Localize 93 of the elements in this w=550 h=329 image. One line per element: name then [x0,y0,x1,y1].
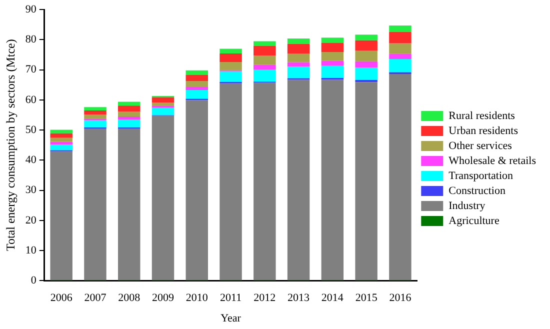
legend-label: Agriculture [448,214,500,227]
bar [321,66,344,78]
y-tick-label: 10 [25,244,37,256]
bar [355,40,378,51]
bar [152,116,174,280]
x-tick-label: 2007 [84,292,107,304]
bar [50,142,72,145]
bar [220,54,242,62]
bar [186,90,208,99]
bar [254,70,276,82]
bar [186,100,208,280]
bar [220,71,242,82]
x-tick-label: 2011 [220,292,242,304]
y-tick-label: 50 [25,124,37,136]
bar [220,62,242,70]
bar [287,38,310,44]
bar [254,46,276,56]
bar [220,83,242,280]
y-tick-label: 0 [30,274,37,286]
bar [389,54,412,59]
legend-label: Construction [448,184,506,197]
y-tick-label: 40 [25,154,37,166]
legend-label: Wholesale & retails [448,154,536,167]
bar [355,34,378,40]
bar [50,151,72,280]
bar [287,44,310,54]
bar [389,74,412,280]
x-tick-label: 2014 [321,292,344,304]
x-tick-label: 2006 [50,292,73,304]
bar [220,48,242,54]
bar [287,80,310,280]
bar [254,82,276,280]
bar [84,120,106,128]
bar [321,42,344,52]
bar [118,128,140,280]
bar [50,144,72,150]
y-axis-title: Total energy consumption by sectors (Mtce) [3,39,18,252]
bar [84,128,106,280]
bar [389,43,412,54]
bar [355,61,378,68]
x-tick-label: 2010 [186,292,208,304]
x-tick-label: 2015 [355,292,378,304]
bar [84,107,106,110]
bar [118,116,140,120]
bar [254,41,276,46]
y-tick-label: 30 [25,184,37,196]
x-tick-label: 2009 [152,292,174,304]
bar [287,66,310,78]
bar [389,32,412,44]
x-axis-title: Year [220,312,242,324]
bar [152,107,174,116]
bar [355,50,378,62]
bar [84,114,106,119]
legend-label: Industry [448,200,486,212]
bar [118,112,140,116]
bar [186,80,208,87]
bar [389,58,412,72]
bar [152,102,174,106]
bar [50,130,72,134]
bar [50,133,72,138]
y-tick-label: 90 [25,3,37,16]
x-tick-label: 2013 [288,292,310,304]
bar [186,86,208,90]
bar [186,74,208,81]
legend-label: Other services [448,140,512,152]
bar [118,102,140,106]
bar [254,56,276,65]
bar [321,60,344,66]
legend-label: Rural residents [448,110,515,122]
legend-label: Urban residents [448,124,518,137]
bar [84,110,106,115]
bar [287,54,310,62]
bar [287,62,310,67]
y-tick-label: 20 [25,214,37,226]
x-tick-label: 2016 [389,292,412,304]
y-tick-label: 70 [25,64,37,76]
bar [254,64,276,70]
bar [389,26,412,32]
x-tick-label: 2008 [118,292,141,304]
bar [355,68,378,80]
bar [321,38,344,43]
y-tick-label: 60 [25,94,37,106]
legend-label: Transportation [448,170,514,182]
bar [186,70,208,75]
bar [118,120,140,128]
bar [152,97,174,103]
bar [321,80,344,280]
bar [321,52,344,61]
y-tick-label: 80 [25,34,37,46]
bar [50,138,72,142]
bar [118,106,140,112]
bar [355,82,378,280]
x-tick-label: 2012 [254,292,276,304]
